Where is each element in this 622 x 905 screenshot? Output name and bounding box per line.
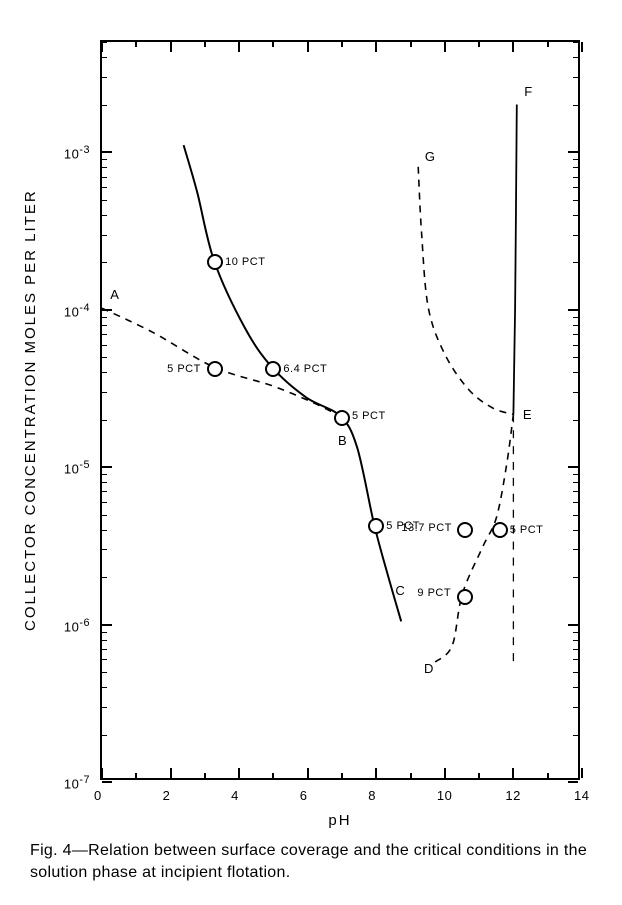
x-tick-label: 14 [574,788,589,803]
y-tick-label: 10-4 [64,302,90,319]
data-point [368,518,384,534]
data-point [265,361,281,377]
figure-caption: Fig. 4—Relation between surface coverage… [30,840,592,883]
curve-label-B: B [338,433,348,448]
x-tick [581,42,583,52]
data-point-label: 5 PCT [352,410,386,422]
x-tick-label: 6 [300,788,308,803]
x-tick-label: 4 [231,788,239,803]
y-axis-label: COLLECTOR CONCENTRATION MOLES PER LITER [22,100,39,720]
curve-EF_solid [513,104,516,414]
data-point-label: 6.4 PCT [283,363,327,375]
curve-label-D: D [424,661,434,676]
data-point [334,410,350,426]
x-axis-label: pH [100,812,580,829]
y-tick [568,781,578,783]
curve-label-F: F [524,84,533,99]
x-tick-label: 12 [505,788,520,803]
y-tick-label: 10-5 [64,459,90,476]
curve-label-C: C [395,583,405,598]
data-point-label: 10 PCT [225,256,265,268]
data-point [207,361,223,377]
curve-GE_dashed [418,167,513,415]
data-point [207,254,223,270]
curve-DE_dashed [435,414,513,662]
data-point [457,589,473,605]
y-tick-label: 10-7 [64,774,90,791]
x-tick-label: 10 [437,788,452,803]
data-point-label: 5 PCT [167,363,201,375]
y-tick-label: 10-6 [64,617,90,634]
curve-label-G: G [425,149,436,164]
x-tick-label: 2 [163,788,171,803]
data-point [492,522,508,538]
figure-page: 0 2 4 6 8 10 12 14 10-7 10-6 10-5 10-4 10-3 A B C D E F G 10… [0,0,622,905]
data-point [457,522,473,538]
x-tick [581,768,583,778]
curve-BC_solid [184,145,402,621]
y-tick [102,781,112,783]
curve-label-E: E [523,407,533,422]
x-tick-label: 0 [94,788,102,803]
plot-area: 0246810121410-710-610-510-410-3ABCDEFG10… [100,40,580,780]
y-tick-label: 10-3 [64,144,90,161]
x-tick-label: 8 [368,788,376,803]
curve-label-A: A [110,287,120,302]
data-point-label: 5 PCT [510,524,544,536]
data-point-label: 13.7 PCT [401,522,451,534]
data-point-label: 9 PCT [417,587,451,599]
